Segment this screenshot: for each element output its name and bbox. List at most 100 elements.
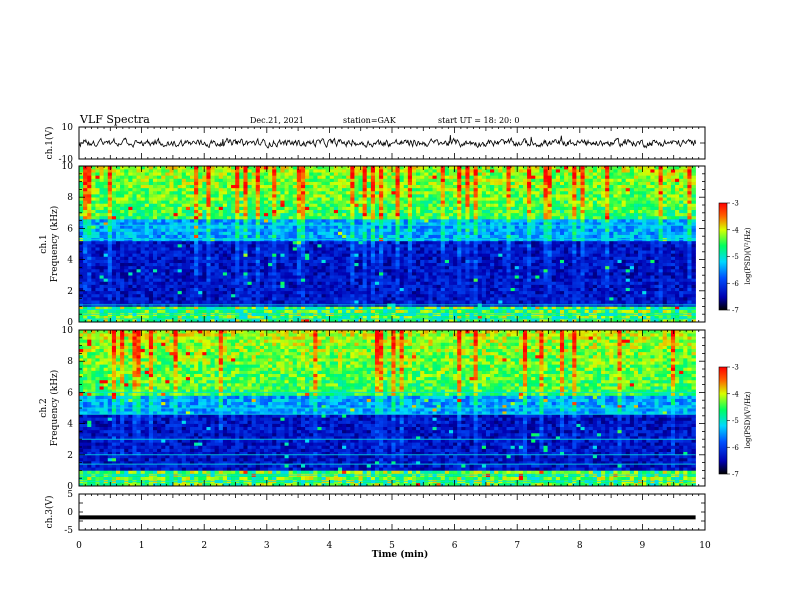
spectrogram-cell (148, 278, 154, 282)
spectrogram-cell (337, 278, 343, 282)
spectrogram-cell (263, 300, 269, 304)
spectrogram-cell (136, 225, 141, 229)
spectrogram-cell (214, 262, 220, 267)
spectrogram-cell (399, 300, 405, 304)
spectrogram-cell (83, 225, 88, 229)
spectrogram-cell (444, 200, 450, 204)
spectrogram-cell (206, 231, 211, 235)
spectrogram-cell (337, 250, 343, 254)
spectrogram-cell (366, 181, 372, 186)
spectrogram-cell (399, 290, 405, 295)
spectrogram-cell (325, 219, 331, 223)
spectrogram-cell (79, 256, 84, 260)
spectrogram-cell (251, 203, 257, 207)
spectrogram-cell (346, 272, 351, 276)
spectrogram-cell (161, 228, 166, 232)
spectrogram-cell (218, 256, 224, 260)
spectrogram-cell (111, 315, 117, 320)
spectrogram-cell (370, 203, 376, 207)
spectrogram-cell (185, 250, 191, 254)
spectrogram-cell (120, 265, 125, 270)
spectrogram-cell (87, 172, 92, 176)
spectrogram-cell (416, 219, 421, 223)
spectrogram-cell (444, 203, 450, 207)
spectrogram-cell (214, 272, 220, 276)
spectrogram-cell (461, 200, 466, 204)
spectrogram-cell (169, 200, 174, 204)
spectrogram-cell (284, 172, 289, 176)
spectrogram-cell (444, 215, 450, 220)
spectrogram-cell (350, 166, 355, 170)
spectrogram-cell (235, 184, 240, 189)
spectrogram-cell (231, 318, 236, 323)
spectrogram-cell (432, 187, 437, 192)
spectrogram-cell (206, 209, 211, 214)
spectrogram-cell (218, 225, 224, 229)
spectrogram-cell (284, 197, 289, 201)
spectrogram-cell (152, 212, 158, 217)
spectrogram-cell (362, 275, 368, 279)
spectrogram-cell (362, 169, 368, 173)
spectrogram-cell (189, 300, 195, 304)
spectrogram-cell (411, 175, 417, 179)
spectrogram-cell (300, 318, 306, 323)
spectrogram-cell (453, 178, 458, 182)
spectrogram-cell (198, 212, 203, 217)
spectrogram-cell (358, 190, 363, 195)
spectrogram-cell (436, 228, 442, 232)
spectrogram-cell (284, 309, 289, 313)
spectrogram-cell (185, 187, 191, 192)
spectrogram-cell (436, 287, 442, 292)
spectrogram-cell (461, 187, 466, 192)
spectrogram-cell (272, 268, 277, 273)
spectrogram-cell (120, 166, 125, 170)
spectrogram-cell (436, 262, 442, 267)
spectrogram-cell (391, 222, 396, 226)
spectrogram-cell (181, 256, 187, 260)
spectrogram-cell (358, 306, 363, 310)
spectrogram-cell (383, 234, 388, 239)
spectrogram-cell (206, 234, 211, 239)
spectrogram-cell (87, 181, 92, 186)
spectrogram-cell (424, 172, 429, 176)
spectrogram-cell (185, 275, 191, 279)
spectrogram-cell (280, 184, 285, 189)
spectrogram-cell (440, 190, 446, 195)
spectrogram-cell (440, 284, 446, 288)
spectrogram-cell (453, 194, 458, 198)
spectrogram-cell (411, 222, 417, 226)
spectrogram-cell (329, 190, 335, 195)
spectrogram-cell (453, 297, 458, 301)
spectrogram-cell (337, 190, 343, 195)
spectrogram-cell (461, 272, 466, 276)
spectrogram-cell (300, 206, 306, 210)
spectrogram-cell (152, 281, 158, 285)
spectrogram-cell (107, 172, 113, 176)
spectrogram-cell (370, 181, 376, 186)
spectrogram-cell (337, 175, 343, 179)
spectrogram-cell (272, 240, 277, 245)
spectrogram-cell (194, 244, 199, 248)
spectrogram-cell (374, 250, 380, 254)
spectrogram-cell (424, 293, 429, 298)
spectrogram-cell (379, 234, 384, 239)
spectrogram-cell (374, 272, 380, 276)
spectrogram-cell (399, 287, 405, 292)
spectrogram-cell (165, 166, 170, 170)
spectrogram-cell (288, 315, 294, 320)
spectrogram-cell (329, 215, 335, 220)
spectrogram-cell (346, 212, 351, 217)
spectrogram-cell (165, 256, 170, 260)
spectrogram-cell (448, 262, 454, 267)
spectrogram-cell (411, 219, 417, 223)
spectrogram-cell (259, 200, 265, 204)
spectrogram-cell (87, 268, 92, 273)
spectrogram-cell (292, 265, 298, 270)
spectrogram-cell (321, 272, 326, 276)
spectrogram-cell (181, 222, 187, 226)
spectrogram-cell (329, 240, 335, 245)
spectrogram-cell (111, 178, 117, 182)
spectrogram-cell (317, 256, 322, 260)
spectrogram-cell (428, 203, 433, 207)
spectrogram-cell (231, 203, 236, 207)
